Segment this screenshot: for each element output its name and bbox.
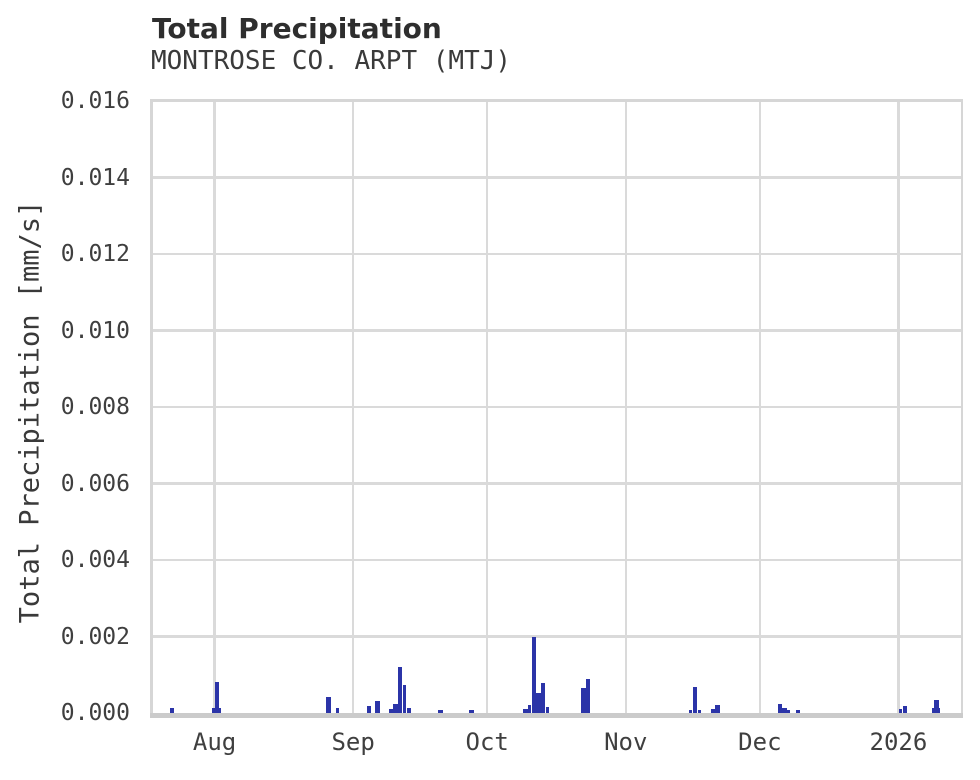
precip-bar	[545, 706, 550, 713]
precip-bar	[469, 709, 474, 713]
axis-spine-bottom	[150, 713, 963, 718]
gridline-vertical	[351, 101, 355, 713]
y-tick-label: 0.012	[60, 241, 130, 267]
gridline-horizontal	[152, 635, 961, 638]
axis-spine-right	[960, 99, 963, 715]
precip-bar	[528, 704, 532, 713]
precip-bar	[715, 704, 720, 713]
axis-spine-left	[150, 99, 153, 715]
x-tick-label: Sep	[331, 728, 375, 756]
y-tick-label: 0.016	[60, 88, 130, 114]
precip-bar	[710, 709, 716, 713]
precip-bar	[531, 636, 537, 713]
precip-bar	[540, 683, 546, 713]
y-tick-label: 0.006	[60, 470, 130, 497]
chart-title: Total Precipitation	[152, 12, 442, 45]
precip-bar	[902, 706, 908, 713]
precip-bar	[393, 703, 398, 713]
gridline-horizontal	[152, 252, 961, 256]
precip-bar	[366, 706, 371, 713]
gridline-vertical	[897, 101, 900, 713]
x-tick-label: Oct	[465, 728, 509, 756]
axis-spine-top	[150, 99, 963, 102]
x-tick-label: Aug	[192, 728, 237, 756]
y-tick-label: 0.014	[60, 164, 130, 191]
precip-bar	[934, 699, 939, 713]
gridline-horizontal	[152, 329, 961, 332]
y-tick-label: 0.010	[60, 317, 130, 344]
x-tick-label: 2026	[869, 728, 928, 756]
precip-bar	[402, 685, 407, 713]
precip-bar	[407, 708, 411, 713]
gridline-vertical	[624, 101, 628, 713]
precip-bar	[536, 693, 541, 713]
y-tick-label: 0.002	[60, 623, 130, 650]
y-tick-label: 0.008	[60, 394, 130, 420]
x-tick-label: Nov	[604, 728, 648, 756]
precip-bar	[326, 696, 331, 713]
precip-bar	[214, 682, 220, 713]
gridline-vertical	[758, 101, 762, 713]
precip-bar	[389, 709, 393, 713]
precip-bar	[692, 686, 698, 713]
precip-bar	[397, 667, 403, 713]
gridline-vertical	[485, 101, 489, 713]
x-tick-label: Dec	[738, 728, 782, 756]
y-tick-label: 0.000	[60, 700, 130, 726]
precip-bar	[782, 708, 787, 713]
gridline-vertical	[213, 101, 216, 713]
precip-bar	[795, 709, 801, 713]
gridline-horizontal	[152, 405, 961, 409]
gridline-horizontal	[152, 482, 961, 485]
precip-bar	[689, 709, 693, 713]
precip-bar	[438, 709, 443, 713]
precip-bar	[375, 701, 380, 713]
precip-bar	[585, 678, 591, 713]
precip-bar	[777, 703, 783, 713]
plot-area	[152, 101, 961, 713]
precip-bar	[169, 708, 175, 713]
precip-bar	[335, 708, 340, 713]
gridline-horizontal	[152, 558, 961, 562]
gridline-horizontal	[152, 176, 961, 179]
chart-subtitle: MONTROSE CO. ARPT (MTJ)	[151, 46, 512, 76]
precip-bar	[697, 709, 702, 713]
precip-bar	[522, 709, 528, 713]
precip-bar	[581, 688, 586, 713]
y-tick-label: 0.004	[60, 547, 130, 573]
precip-bar	[899, 709, 903, 713]
precip-bar	[787, 709, 791, 713]
